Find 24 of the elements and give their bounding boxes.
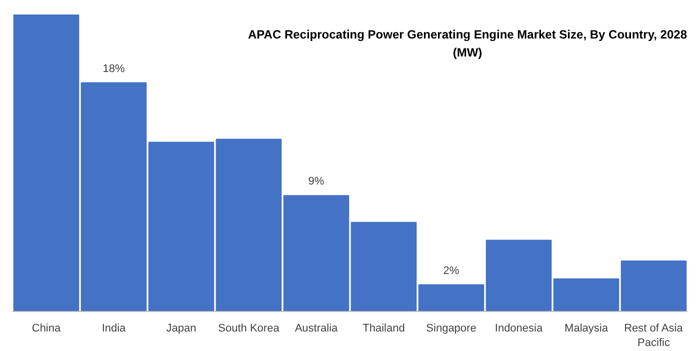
text: APAC Reciprocating Power Generating Engine Market Size, By Country, 2028 (MW) bbox=[248, 28, 688, 60]
x-tick-label: Rest of Asia Pacific bbox=[624, 322, 684, 349]
x-tick-label: Malaysia bbox=[564, 322, 609, 334]
x-tick-label: China bbox=[32, 322, 62, 334]
bar bbox=[216, 138, 282, 312]
bar bbox=[486, 240, 552, 312]
annotation: 18% bbox=[102, 62, 125, 75]
bar bbox=[13, 14, 80, 312]
bar bbox=[418, 284, 484, 312]
bar bbox=[148, 142, 214, 312]
annotation: 2% bbox=[443, 264, 460, 277]
x-tick-label: Australia bbox=[294, 322, 339, 334]
bar bbox=[283, 195, 350, 312]
x-tick-label: Thailand bbox=[362, 322, 405, 334]
x-tick-label: Indonesia bbox=[494, 322, 544, 334]
x-tick-label: Singapore bbox=[426, 322, 476, 334]
annotation: 9% bbox=[308, 176, 324, 188]
x-tick-label: Japan bbox=[166, 322, 196, 334]
bar bbox=[80, 82, 147, 312]
bar bbox=[620, 260, 687, 312]
bar bbox=[350, 222, 417, 312]
x-tick-label: South Korea bbox=[218, 322, 280, 334]
bar bbox=[553, 278, 620, 312]
x-tick-label: India bbox=[102, 322, 127, 334]
